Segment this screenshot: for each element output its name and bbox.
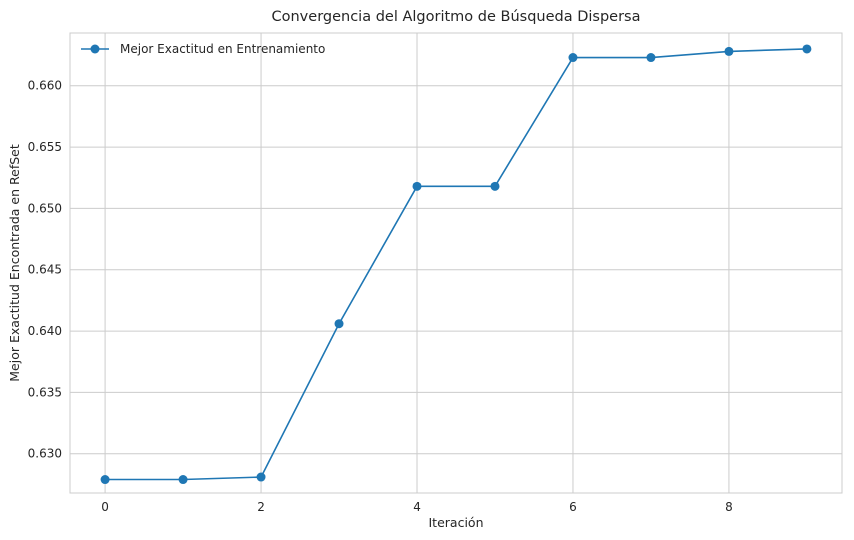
y-axis-title: Mejor Exactitud Encontrada en RefSet	[7, 144, 22, 382]
data-point	[646, 53, 656, 63]
data-point	[568, 53, 578, 63]
legend-label: Mejor Exactitud en Entrenamiento	[120, 42, 325, 56]
tick-labels: 0 2 4 6 8 0.630 0.635 0.640 0.645 0.650 0.655 0.660	[28, 79, 733, 514]
data-point	[256, 472, 266, 482]
data-point	[100, 475, 110, 485]
legend: Mejor Exactitud en Entrenamiento	[81, 42, 325, 56]
data-point	[724, 46, 734, 56]
legend-marker	[90, 44, 100, 54]
x-tick-label: 8	[725, 500, 733, 514]
data-point	[334, 319, 344, 329]
data-point	[178, 475, 188, 485]
y-tick-label: 0.655	[28, 140, 62, 154]
plot-frame	[69, 32, 843, 494]
x-tick-label: 6	[569, 500, 577, 514]
y-tick-label: 0.650	[28, 201, 62, 215]
data-point	[490, 181, 500, 191]
grid	[70, 33, 842, 493]
data-point	[412, 181, 422, 191]
series-line	[105, 48, 807, 481]
x-tick-label: 2	[257, 500, 265, 514]
data-point	[802, 44, 812, 54]
x-tick-label: 4	[413, 500, 421, 514]
series-layer	[100, 44, 812, 485]
y-tick-label: 0.660	[28, 79, 62, 93]
y-tick-label: 0.640	[28, 324, 62, 338]
y-tick-label: 0.630	[28, 447, 62, 461]
y-tick-label: 0.645	[28, 263, 62, 277]
x-axis-title: Iteración	[429, 515, 484, 530]
x-tick-label: 0	[101, 500, 109, 514]
y-tick-label: 0.635	[28, 385, 62, 399]
chart-title: Convergencia del Algoritmo de Búsqueda D…	[272, 9, 641, 25]
